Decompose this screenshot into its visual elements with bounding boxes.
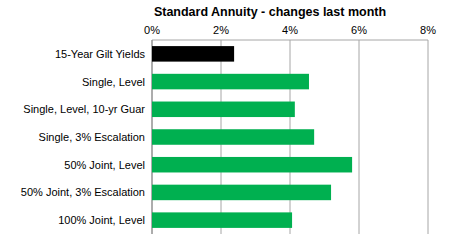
tick-label: 4% bbox=[282, 24, 298, 36]
chart: Standard Annuity - changes last month 0% 2… bbox=[0, 0, 450, 244]
title: Standard Annuity - changes last month bbox=[154, 5, 386, 19]
bars bbox=[152, 46, 352, 228]
category-label: 100% Joint, Level bbox=[58, 214, 145, 226]
bar bbox=[152, 157, 352, 173]
category-label: 15-Year Gilt Yields bbox=[55, 48, 146, 60]
grid-line bbox=[428, 40, 429, 234]
category-label: Single, Level bbox=[82, 76, 145, 88]
axis-line bbox=[152, 40, 428, 41]
bar bbox=[152, 212, 292, 228]
bar bbox=[152, 129, 314, 145]
tick-label: 0% bbox=[144, 24, 160, 36]
category-label: 50% Joint, 3% Escalation bbox=[21, 186, 145, 198]
bar bbox=[152, 46, 234, 62]
category-label: Single, Level, 10-yr Guar bbox=[23, 103, 145, 115]
grid-line bbox=[359, 40, 360, 234]
bar bbox=[152, 102, 295, 118]
tick-label: 6% bbox=[351, 24, 367, 36]
tick-label: 2% bbox=[213, 24, 229, 36]
category-label: Single, 3% Escalation bbox=[39, 131, 145, 143]
background bbox=[0, 0, 450, 244]
category-label: 50% Joint, Level bbox=[64, 159, 145, 171]
bar bbox=[152, 74, 309, 90]
tick-label: 8% bbox=[420, 24, 436, 36]
bar bbox=[152, 185, 331, 201]
